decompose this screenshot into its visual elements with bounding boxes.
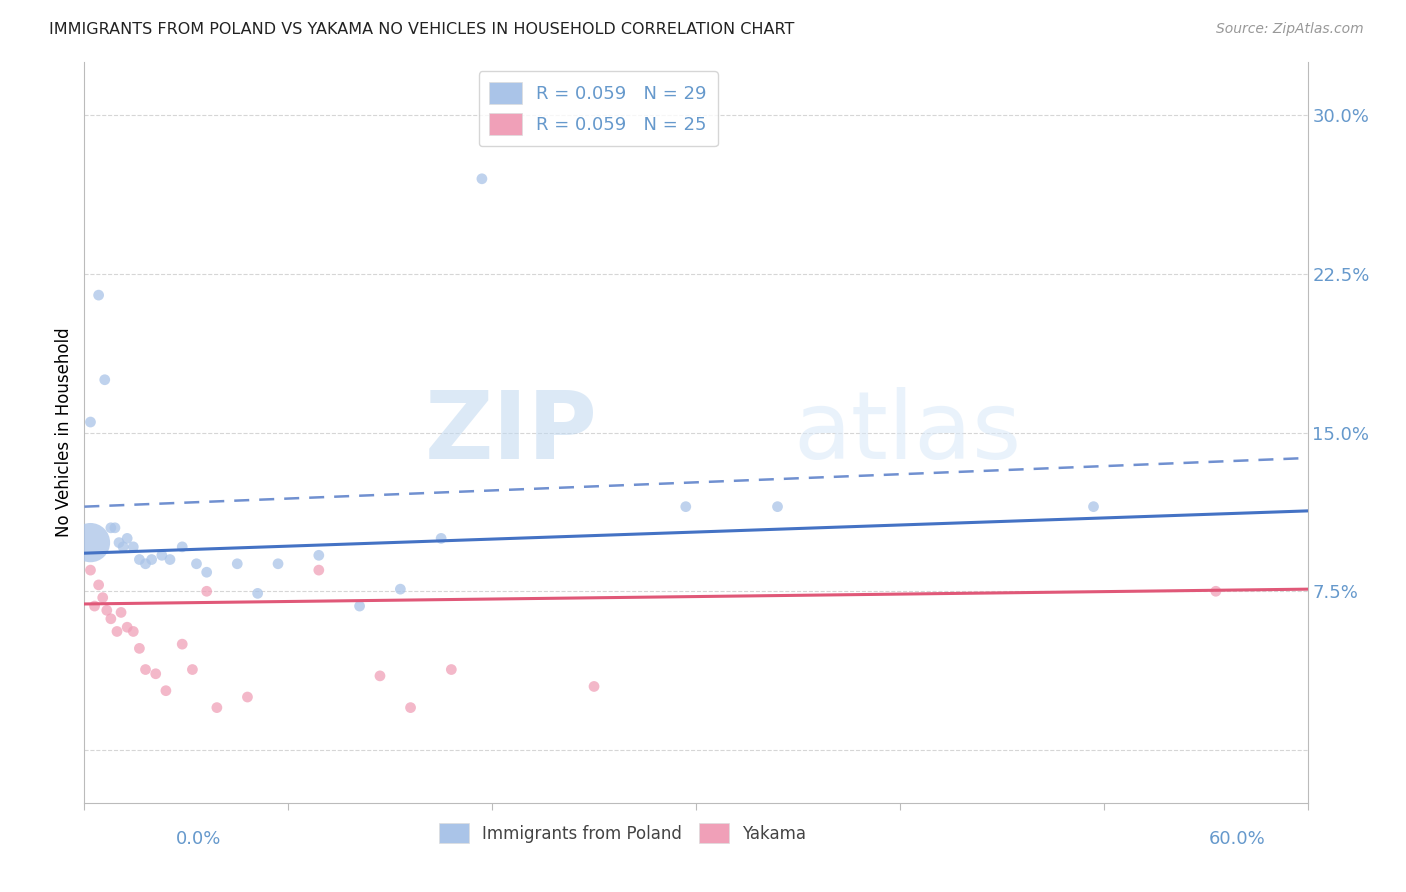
Point: [181, 663, 204, 677]
Point: [122, 540, 145, 554]
Point: [135, 663, 157, 677]
Point: [128, 552, 150, 566]
Point: [93, 373, 115, 387]
Point: [236, 690, 259, 704]
Point: [122, 624, 145, 639]
Point: [128, 641, 150, 656]
Point: [100, 521, 122, 535]
Text: atlas: atlas: [794, 386, 1022, 479]
Text: ZIP: ZIP: [425, 386, 598, 479]
Point: [583, 680, 606, 694]
Point: [349, 599, 371, 613]
Legend: Immigrants from Poland, Yakama: Immigrants from Poland, Yakama: [432, 816, 813, 850]
Point: [110, 606, 132, 620]
Point: [766, 500, 789, 514]
Text: IMMIGRANTS FROM POLAND VS YAKAMA NO VEHICLES IN HOUSEHOLD CORRELATION CHART: IMMIGRANTS FROM POLAND VS YAKAMA NO VEHI…: [49, 22, 794, 37]
Point: [96, 603, 118, 617]
Point: [145, 666, 167, 681]
Point: [104, 521, 127, 535]
Point: [155, 683, 177, 698]
Point: [195, 566, 218, 580]
Point: [399, 700, 422, 714]
Point: [267, 557, 290, 571]
Point: [368, 669, 391, 683]
Point: [471, 171, 494, 186]
Point: [115, 532, 138, 546]
Point: [159, 552, 181, 566]
Point: [205, 700, 228, 714]
Point: [675, 500, 697, 514]
Point: [308, 549, 330, 563]
Point: [1083, 500, 1105, 514]
Point: [91, 591, 114, 605]
Point: [246, 586, 269, 600]
Point: [112, 540, 135, 554]
Point: [115, 620, 138, 634]
Point: [430, 532, 453, 546]
Point: [87, 288, 110, 302]
Point: [186, 557, 208, 571]
Point: [135, 557, 157, 571]
Text: 0.0%: 0.0%: [176, 830, 221, 847]
Point: [1205, 584, 1227, 599]
Point: [389, 582, 412, 596]
Text: 60.0%: 60.0%: [1209, 830, 1265, 847]
Point: [195, 584, 218, 599]
Point: [79, 535, 101, 549]
Point: [226, 557, 249, 571]
Point: [79, 563, 101, 577]
Text: Source: ZipAtlas.com: Source: ZipAtlas.com: [1216, 22, 1364, 37]
Point: [105, 624, 128, 639]
Point: [83, 599, 105, 613]
Point: [172, 540, 194, 554]
Point: [141, 552, 163, 566]
Y-axis label: No Vehicles in Household: No Vehicles in Household: [55, 327, 73, 538]
Point: [308, 563, 330, 577]
Point: [108, 535, 131, 549]
Point: [100, 612, 122, 626]
Point: [172, 637, 194, 651]
Point: [87, 578, 110, 592]
Point: [150, 549, 173, 563]
Point: [79, 415, 101, 429]
Point: [440, 663, 463, 677]
